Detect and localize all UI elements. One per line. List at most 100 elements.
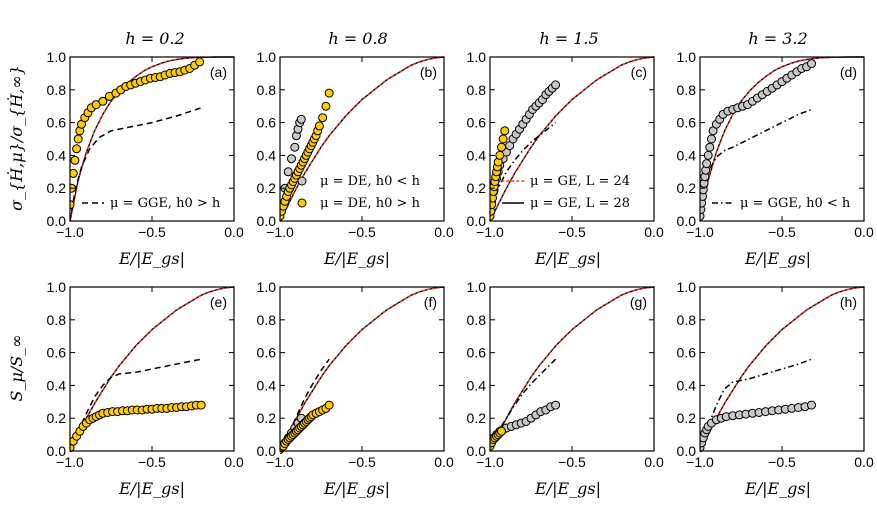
y-tick-label: 0.4 bbox=[47, 377, 67, 393]
data-point bbox=[702, 159, 712, 169]
legend-label: μ = GGE, h0 > h bbox=[110, 196, 221, 211]
panel-tag: (e) bbox=[210, 294, 227, 310]
series-line-gge bbox=[280, 358, 330, 452]
legend-marker bbox=[297, 176, 307, 186]
y-tick-label: 0.4 bbox=[467, 147, 487, 163]
y-tick-label: 0.2 bbox=[467, 180, 487, 196]
data-point bbox=[551, 400, 561, 410]
data-point bbox=[321, 101, 331, 111]
data-point bbox=[500, 126, 510, 136]
panel-tag: (d) bbox=[840, 64, 857, 80]
x-tick-label: 0.0 bbox=[644, 224, 664, 240]
plot-area bbox=[490, 56, 655, 222]
data-point bbox=[551, 80, 561, 90]
y-tick-label: 0.0 bbox=[677, 443, 697, 459]
series-line-gge bbox=[490, 122, 557, 222]
y-tick-label: 0.8 bbox=[257, 312, 277, 328]
series-line-ge-l-28 bbox=[280, 286, 445, 452]
y-tick-label: 0.0 bbox=[467, 443, 487, 459]
y-tick-label: 0.8 bbox=[467, 312, 487, 328]
y-tick-label: 0.0 bbox=[257, 213, 277, 229]
legend-label: μ = GE, L = 24 bbox=[530, 174, 630, 189]
y-tick-label: 0.8 bbox=[47, 312, 67, 328]
column-title-h1.5: h = 1.5 bbox=[539, 29, 598, 48]
axes-frame bbox=[699, 286, 865, 452]
x-tick-label: −1.0 bbox=[56, 224, 84, 240]
x-tick-label: −0.5 bbox=[348, 454, 376, 470]
panel-tag: (a) bbox=[210, 64, 227, 80]
data-point bbox=[70, 155, 80, 165]
data-point bbox=[700, 211, 705, 221]
data-point bbox=[195, 57, 205, 67]
series-line-gge-h0-h bbox=[70, 107, 202, 222]
x-tick-label: 0.0 bbox=[224, 454, 244, 470]
panel-tag: (c) bbox=[631, 64, 647, 80]
series-line-ge-l-28 bbox=[700, 286, 865, 452]
row-ylabel-sigma: σ_{Ḣ,μ}/σ_{Ḣ,∞} bbox=[6, 65, 26, 211]
x-tick-label: −0.5 bbox=[558, 224, 586, 240]
xlabel-g: E/|E_gs| bbox=[534, 479, 601, 498]
data-point bbox=[498, 134, 508, 144]
panel-tag: (b) bbox=[420, 64, 437, 80]
x-tick-label: −1.0 bbox=[56, 454, 84, 470]
y-tick-label: 0.2 bbox=[467, 410, 487, 426]
y-tick-label: 0.6 bbox=[47, 115, 67, 131]
x-tick-label: 0.0 bbox=[644, 454, 664, 470]
y-tick-label: 0.2 bbox=[257, 180, 277, 196]
x-tick-label: −1.0 bbox=[476, 224, 504, 240]
x-tick-label: −0.5 bbox=[768, 224, 796, 240]
data-point bbox=[70, 200, 75, 210]
x-tick-label: −1.0 bbox=[266, 224, 294, 240]
data-point bbox=[324, 400, 334, 410]
y-tick-label: 0.2 bbox=[677, 180, 697, 196]
panel-tag: (h) bbox=[840, 294, 857, 310]
x-tick-label: 0.0 bbox=[434, 454, 454, 470]
data-point bbox=[497, 142, 506, 152]
panel-e: 0.0 0.2 0.4 0.6 0.8 1.0 −1.0 −0.5 0.0 (e) bbox=[47, 279, 244, 470]
y-tick-label: 0.0 bbox=[47, 443, 67, 459]
data-point bbox=[73, 134, 83, 144]
y-tick-label: 0.4 bbox=[467, 377, 487, 393]
y-tick-label: 0.0 bbox=[257, 443, 277, 459]
y-tick-label: 1.0 bbox=[467, 279, 487, 295]
plot-area bbox=[70, 286, 235, 453]
y-tick-label: 0.2 bbox=[47, 180, 67, 196]
row-ylabel-entropy: S_μ/S_∞ bbox=[7, 334, 26, 401]
y-tick-label: 0.6 bbox=[467, 115, 487, 131]
panel-d: 0.0 0.2 0.4 0.6 0.8 1.0 −1.0 −0.5 0.0 (d) μ = GGE,… bbox=[677, 49, 874, 240]
xlabel-b: E/|E_gs| bbox=[323, 249, 390, 268]
xlabel-f: E/|E_gs| bbox=[323, 479, 390, 498]
data-point bbox=[72, 144, 82, 154]
x-tick-label: −1.0 bbox=[476, 454, 504, 470]
y-tick-label: 0.6 bbox=[47, 345, 67, 361]
data-point bbox=[287, 154, 296, 164]
x-tick-label: −0.5 bbox=[348, 224, 376, 240]
data-point bbox=[70, 168, 78, 178]
x-tick-label: −1.0 bbox=[266, 454, 294, 470]
plot-area bbox=[280, 286, 445, 454]
y-tick-label: 0.6 bbox=[677, 115, 697, 131]
series-line-ge-l-28 bbox=[490, 56, 655, 222]
panel-tag: (g) bbox=[630, 294, 647, 310]
x-tick-label: 0.0 bbox=[434, 224, 454, 240]
series-line-gge bbox=[490, 358, 557, 452]
y-tick-label: 0.8 bbox=[257, 82, 277, 98]
y-tick-label: 0.0 bbox=[677, 213, 697, 229]
xlabel-d: E/|E_gs| bbox=[744, 249, 811, 268]
y-tick-label: 0.4 bbox=[47, 147, 67, 163]
y-tick-label: 1.0 bbox=[47, 279, 67, 295]
x-tick-label: −1.0 bbox=[686, 224, 714, 240]
series-line-ge-l-28 bbox=[70, 286, 235, 452]
plot-area bbox=[700, 286, 865, 453]
y-tick-label: 1.0 bbox=[257, 49, 277, 65]
xlabel-h: E/|E_gs| bbox=[744, 479, 811, 498]
y-tick-label: 1.0 bbox=[677, 279, 697, 295]
xlabel-c: E/|E_gs| bbox=[534, 249, 601, 268]
x-tick-label: −0.5 bbox=[768, 454, 796, 470]
x-tick-label: 0.0 bbox=[224, 224, 244, 240]
y-tick-label: 0.4 bbox=[677, 147, 697, 163]
legend-label: μ = GE, L = 28 bbox=[530, 196, 630, 211]
panel-a: 0.0 0.2 0.4 0.6 0.8 1.0 −1.0 −0.5 0.0 (a) μ = GGE,… bbox=[47, 49, 244, 240]
y-tick-label: 0.6 bbox=[257, 115, 277, 131]
